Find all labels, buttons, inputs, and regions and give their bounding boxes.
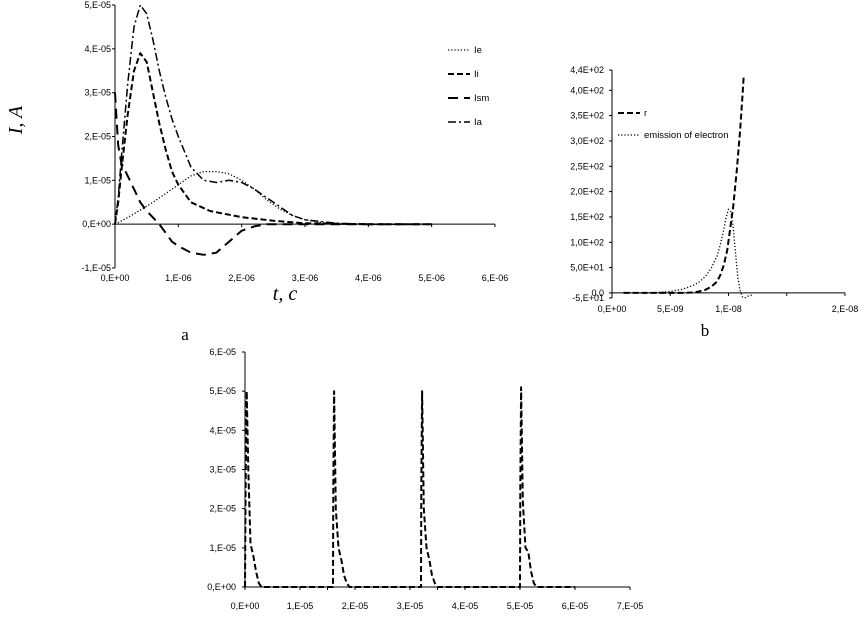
x-tick-label: 7,E-05 [617,601,644,611]
y-tick-label: 1,5E+02 [570,212,604,222]
x-tick-label: 1,E-05 [287,601,314,611]
y-tick-label: 4,E-05 [209,425,236,435]
x-tick-label: 0,E+00 [231,601,260,611]
x-tick-label: 3,E-06 [292,273,319,283]
panel-a-chart: I, A t, c a -1,E-050,E+001,E-052,E-053,E… [5,0,508,344]
y-tick-label: 2,E-05 [209,504,236,514]
legend-entry: Ia [474,117,483,128]
series-line-ie [114,170,432,225]
y-tick-label: 3,0E+02 [570,136,604,146]
y-tick-label: 3,5E+02 [570,111,604,121]
y-tick-label: 4,E-05 [84,44,111,54]
series-line-ii [114,52,432,226]
x-tick-label: 6,E-05 [562,601,589,611]
y-tick-label: 1,E-05 [84,175,111,185]
series-line-ia [114,4,432,225]
x-tick-label: 6,E-06 [482,273,509,283]
panel-b-chart: b -5,E+010,0 5,0E+01 1,0E+02 1,5E+02 2,0E+02… [570,65,858,340]
y-tick-label: 2,5E+02 [570,161,604,171]
y-tick-label: 3,E-05 [209,465,236,475]
y-tick-label: 2,E-05 [84,132,111,142]
y-tick-label: -5,E+01 [572,293,604,303]
y-tick-label: -1,E-05 [81,263,111,273]
x-tick-label: 2,E-05 [342,601,369,611]
y-tick-label: 5,E-05 [84,0,111,10]
x-tick-label: 4,E-06 [355,273,382,283]
y-tick-label: 0,E+00 [207,582,236,592]
x-tick-label: 0,E+00 [598,304,627,314]
x-tick-label: 2,E-08 [832,304,859,314]
x-tick-label: 5,E-05 [507,601,534,611]
panel-a-ylabel: I, A [5,105,27,135]
legend-entry: Ii [474,69,479,80]
legend-entry: Ism [474,93,489,104]
x-tick-label: 1,E-08 [715,304,742,314]
y-tick-label: 0,E+00 [82,219,111,229]
y-tick-label: 3,E-05 [84,88,111,98]
x-tick-label: 0,E+00 [101,273,130,283]
x-tick-label: 5,E-09 [657,304,684,314]
x-tick-label: 2,E-06 [228,273,255,283]
y-tick-label: 0,0 [591,288,604,298]
x-tick-label: 5,E-06 [418,273,445,283]
series-line-emission-of-electron [623,208,752,299]
series-line-r [623,77,745,294]
panel-b-label: b [701,321,710,340]
series-line-series-0 [244,386,575,588]
x-tick-label: 4,E-05 [452,601,479,611]
y-tick-label: 4,0E+02 [570,85,604,95]
y-tick-label: 5,E-05 [209,386,236,396]
panel-c-chart: 0,E+00 1,E-05 2,E-05 3,E-05 4,E-05 5,E-05 6,E-… [207,347,643,611]
y-tick-label: 2,0E+02 [570,187,604,197]
legend-entry: r [644,108,647,119]
y-tick-label: 1,E-05 [209,543,236,553]
x-tick-label: 3,E-05 [397,601,424,611]
panel-a-xlabel: t, c [273,283,298,305]
series-line-ism [114,92,432,256]
legend-entry: emission of electron [644,130,728,141]
y-tick-label: 4,4E+02 [570,65,604,75]
y-tick-label: 1,0E+02 [570,237,604,247]
legend-entry: Ie [474,45,482,56]
y-tick-label: 6,E-05 [209,347,236,357]
y-tick-label: 5,0E+01 [570,263,604,273]
x-tick-label: 1,E-06 [165,273,192,283]
panel-a-label: a [181,325,189,344]
